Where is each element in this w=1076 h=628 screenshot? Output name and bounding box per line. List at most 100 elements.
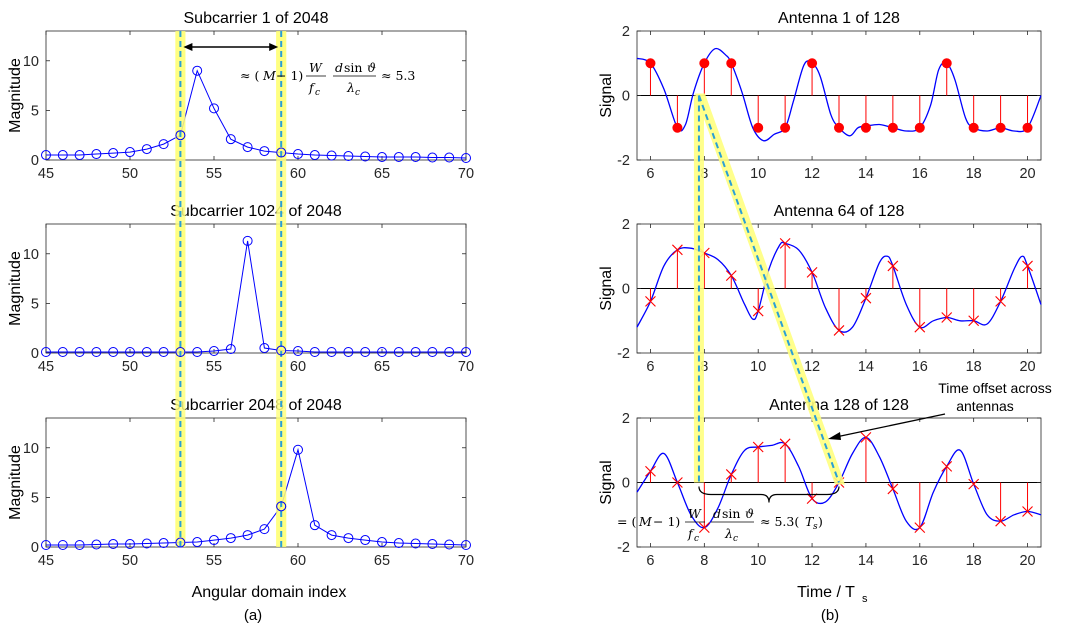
data-point (326, 347, 337, 358)
sample-marker (914, 122, 925, 133)
data-point (377, 152, 387, 163)
svg-text:− 1): − 1) (653, 514, 680, 529)
sample-marker (806, 266, 818, 278)
data-point (192, 65, 203, 76)
sample-marker (860, 122, 871, 133)
svg-text:= (: = ( (617, 514, 636, 529)
x-tick-label: 8 (700, 553, 708, 569)
highlight-band-span (175, 31, 186, 547)
sample-marker (1022, 260, 1033, 272)
sample-marker (752, 305, 764, 317)
sample-marker (941, 312, 953, 323)
data-point (309, 150, 320, 161)
svg-text:ϑ: ϑ (745, 506, 754, 521)
chart-panel-6: 6 8 10 12 14 16 18 20 -2 0 2 Antenna 128 of 128 Sign… (598, 397, 1042, 569)
svg-text:s: s (862, 593, 868, 605)
x-tick-label: 55 (206, 166, 222, 182)
x-tick-label: 60 (290, 166, 306, 182)
y-tick-label: -2 (617, 346, 630, 362)
sample-marker (941, 58, 952, 69)
svg-text:M: M (262, 68, 277, 83)
series-line (46, 447, 467, 546)
svg-text:− 1): − 1) (276, 68, 303, 83)
svg-text:): ) (818, 514, 823, 529)
x-tick-label: 50 (122, 553, 138, 569)
data-point (225, 344, 236, 355)
caption-a: (a) (244, 607, 262, 624)
x-tick-label: 6 (646, 553, 654, 569)
x-tick-label: 60 (290, 359, 306, 375)
svg-text:d: d (713, 506, 721, 521)
y-tick-label: 0 (622, 282, 630, 298)
data-point (141, 347, 152, 358)
data-point (108, 347, 119, 358)
data-point (360, 347, 371, 358)
y-axis-label: Signal (598, 460, 615, 504)
x-tick-label: 70 (458, 553, 474, 569)
data-point (259, 524, 270, 535)
x-tick-label: 18 (966, 359, 982, 375)
formula-a: ≈ ( M − 1) W f c d sin ϑ λ c ≈ 5.3 (240, 60, 415, 98)
data-point (74, 347, 85, 358)
sample-marker (779, 237, 791, 249)
svg-text:λ: λ (724, 526, 733, 541)
data-point (242, 235, 253, 246)
data-point (360, 151, 371, 162)
chart-title: Subcarrier 2048 of 2048 (170, 397, 342, 414)
sample-marker (752, 441, 764, 453)
data-point (444, 539, 455, 550)
y-axis-label: Magnitude (7, 58, 24, 133)
data-point (377, 347, 387, 358)
data-point (259, 343, 270, 354)
data-point (141, 144, 152, 155)
data-point (276, 147, 287, 158)
axes-box (45, 30, 467, 161)
x-tick-label: 20 (1019, 553, 1035, 569)
sample-marker (807, 58, 818, 69)
data-point (410, 152, 421, 163)
guide-line (698, 95, 840, 483)
y-tick-label: 0 (31, 540, 39, 556)
chart-panel-4: 6 8 10 12 14 16 18 20 -2 0 2 Antenna 1 of 128 Signal (598, 10, 1042, 182)
data-point (410, 538, 421, 549)
sample-marker (645, 465, 656, 477)
x-tick-label: 12 (804, 359, 820, 375)
svg-text:s: s (813, 522, 818, 532)
svg-text:M: M (638, 514, 653, 529)
sample-marker (725, 270, 737, 281)
y-tick-label: 2 (622, 217, 630, 233)
sample-marker (645, 58, 656, 69)
x-tick-label: 18 (966, 553, 982, 569)
x-tick-label: 16 (912, 166, 928, 182)
data-point (326, 530, 337, 541)
axes-box (45, 223, 467, 354)
x-tick-label: 6 (646, 359, 654, 375)
y-tick-label: 0 (31, 153, 39, 169)
xlabel-b: Time / T s (797, 584, 868, 605)
data-point (343, 533, 354, 544)
sample-marker (672, 477, 683, 488)
data-point (259, 146, 270, 157)
highlight-band-b (694, 93, 845, 485)
sample-marker (941, 460, 953, 472)
data-point (125, 147, 135, 158)
chart-title: Antenna 128 of 128 (769, 397, 909, 414)
x-tick-label: 55 (206, 359, 222, 375)
caption-b: (b) (821, 607, 839, 624)
x-tick-label: 60 (290, 553, 306, 569)
x-tick-label: 45 (38, 359, 54, 375)
data-point (393, 347, 404, 358)
svg-text:≈ (: ≈ ( (240, 68, 259, 83)
series-line (46, 69, 467, 159)
data-point (293, 346, 303, 357)
data-point (461, 153, 471, 164)
svg-text:f: f (687, 526, 695, 541)
data-point (225, 134, 236, 145)
y-tick-label: 0 (622, 89, 630, 105)
sample-marker (995, 122, 1006, 133)
x-tick-label: 70 (458, 166, 474, 182)
data-point (427, 152, 438, 163)
data-point (91, 539, 102, 550)
svg-text:sin: sin (344, 60, 362, 75)
